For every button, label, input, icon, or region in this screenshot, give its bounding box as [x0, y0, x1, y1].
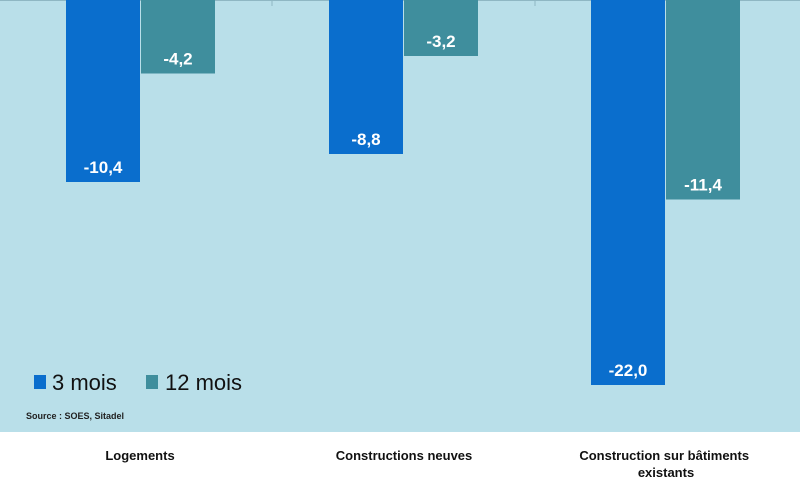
- bar-3-mois-constructions-neuves: [329, 0, 403, 154]
- legend-label-3-mois: 3 mois: [52, 370, 117, 395]
- category-label-line-1: Construction sur bâtiments: [579, 448, 749, 463]
- bar-12-mois-construction-sur-batiments-existants: [666, 0, 740, 200]
- bar-12-mois-constructions-neuves: [404, 0, 478, 56]
- bar-3-mois-logements: [66, 0, 140, 182]
- category-label-logements: Logements: [105, 448, 174, 463]
- legend-label-12-mois: 12 mois: [165, 370, 242, 395]
- category-label-line-2: existants: [638, 465, 694, 480]
- bar-12-mois-logements: [141, 0, 215, 74]
- legend-swatch-12-mois: [146, 375, 158, 389]
- bar-3-mois-construction-sur-batiments-existants: [591, 0, 665, 385]
- legend-swatch-3-mois: [34, 375, 46, 389]
- data-label-12-mois-logements: -4,2: [163, 50, 192, 69]
- data-label-12-mois-constructions-neuves: -3,2: [426, 32, 455, 51]
- data-label-3-mois-logements: -10,4: [84, 158, 123, 177]
- source-note: Source : SOES, Sitadel: [26, 411, 124, 421]
- category-label-constructions-neuves: Constructions neuves: [336, 448, 473, 463]
- category-label-construction-existants: Construction sur bâtiments existants: [579, 448, 752, 480]
- data-label-3-mois-construction-sur-batiments-existants: -22,0: [609, 361, 648, 380]
- data-label-3-mois-constructions-neuves: -8,8: [351, 130, 380, 149]
- data-label-12-mois-construction-sur-batiments-existants: -11,4: [684, 176, 722, 195]
